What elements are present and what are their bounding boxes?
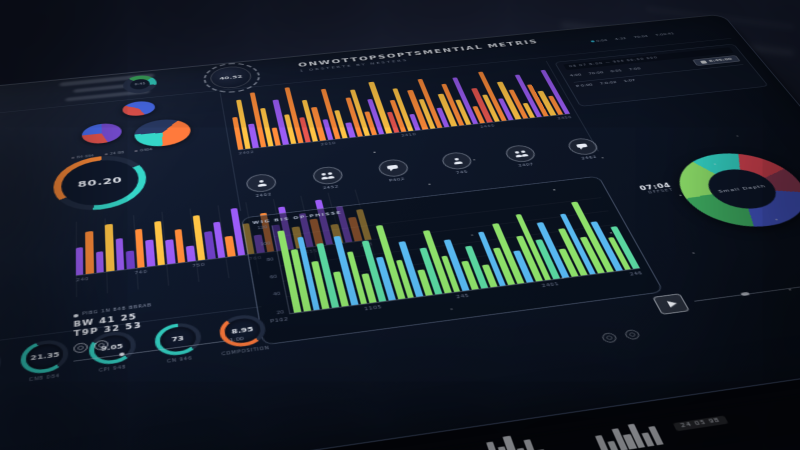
- ring-stat-value: 21.35: [30, 351, 60, 362]
- ring-gauge-module: 80.20: [52, 151, 149, 215]
- ring-stat: 21.35 CNB 084: [15, 337, 74, 385]
- chat-icon: [565, 137, 601, 157]
- users-icon: [311, 165, 345, 186]
- play-button[interactable]: [652, 293, 691, 315]
- quick-action-button[interactable]: 2402: [245, 172, 279, 199]
- quick-action-label: 2407: [517, 162, 535, 168]
- mini-chart-glyph: [475, 431, 548, 450]
- bezel-pill-label: 24 05 98: [672, 415, 729, 432]
- ring-gauge-value: 80.20: [77, 175, 123, 190]
- toolbar-stat: 1:07: [622, 78, 637, 84]
- quick-action-button[interactable]: P402: [376, 158, 412, 183]
- ring-stat-label: CN 946: [166, 356, 193, 365]
- corner-icons: [600, 329, 642, 344]
- header-stat: 0:04: [590, 39, 608, 43]
- quick-action-button[interactable]: 2452: [311, 165, 346, 192]
- mini-donut-value: 0:45: [129, 78, 151, 91]
- mini-chart-glyph: [591, 418, 664, 450]
- timeline-slider[interactable]: [693, 274, 800, 302]
- playback-module: 0:00 — 2:40: [652, 261, 800, 315]
- user-icon: [440, 151, 475, 171]
- donut-chart: Small Depth: [661, 147, 800, 234]
- toolbar-stat: 7:00: [628, 66, 642, 72]
- toolbar-stat: 4:00: [569, 73, 583, 78]
- dashboard-scene: 0:45 40.52 ONWOTTOPSOPTSMENTIAL METRIS 1…: [0, 10, 800, 450]
- quick-action-label: 2452: [322, 184, 340, 191]
- toolbar-stat: P 0:00: [575, 83, 594, 89]
- pie-chart-small: [122, 99, 156, 118]
- ring-stat: 93CR 6064: [0, 346, 7, 395]
- menu-item[interactable]: 2B 486 09: [0, 147, 61, 166]
- pie-chart-left: [81, 121, 123, 146]
- header-stat: 7:00:41: [654, 32, 676, 37]
- ring-stat-value: 93: [0, 346, 2, 385]
- quick-action-label: 2462: [580, 155, 598, 161]
- quick-action-button[interactable]: 2407: [503, 144, 541, 169]
- note-dot: [73, 313, 79, 318]
- quick-action-label: 745: [455, 170, 469, 176]
- header-stat: 70:04: [633, 34, 649, 40]
- quick-action-button[interactable]: 745: [440, 151, 477, 176]
- chat-icon: [376, 158, 411, 179]
- toolbar-stat: 70:00: [587, 70, 605, 76]
- user-icon: [245, 172, 278, 194]
- donut-center-label: Small Depth: [698, 166, 788, 213]
- toolbar-stat: 7:0:02: [599, 80, 618, 86]
- quick-action-label: P402: [388, 177, 406, 183]
- users-icon: [503, 144, 539, 164]
- ring-stat-label: CNB 084: [28, 374, 60, 384]
- dashboard-panel: 0:45 40.52 ONWOTTOPSOPTSMENTIAL METRIS 1…: [0, 13, 800, 450]
- left-menu: 25 60 100 F6504 884 09848 BB4 0484 09 BB…: [0, 111, 61, 170]
- clock-icon: [700, 60, 708, 64]
- target-icon[interactable]: [73, 341, 88, 354]
- circle-icon: [600, 332, 619, 344]
- pie-chart-right: [133, 116, 193, 149]
- quick-action-button[interactable]: 2462: [565, 137, 604, 161]
- record-icon[interactable]: [94, 339, 109, 351]
- ring-stat-label: CPI 948: [98, 365, 127, 374]
- quick-action-label: 2402: [255, 192, 273, 199]
- play-icon: [666, 300, 679, 308]
- circle-icon: [623, 329, 642, 341]
- donut-left-label: 07:04 OFFSET: [638, 182, 675, 195]
- toolbar-stat: 0:01: [609, 68, 623, 74]
- header-stat: 4:32: [614, 37, 628, 41]
- status-dot: [590, 40, 596, 43]
